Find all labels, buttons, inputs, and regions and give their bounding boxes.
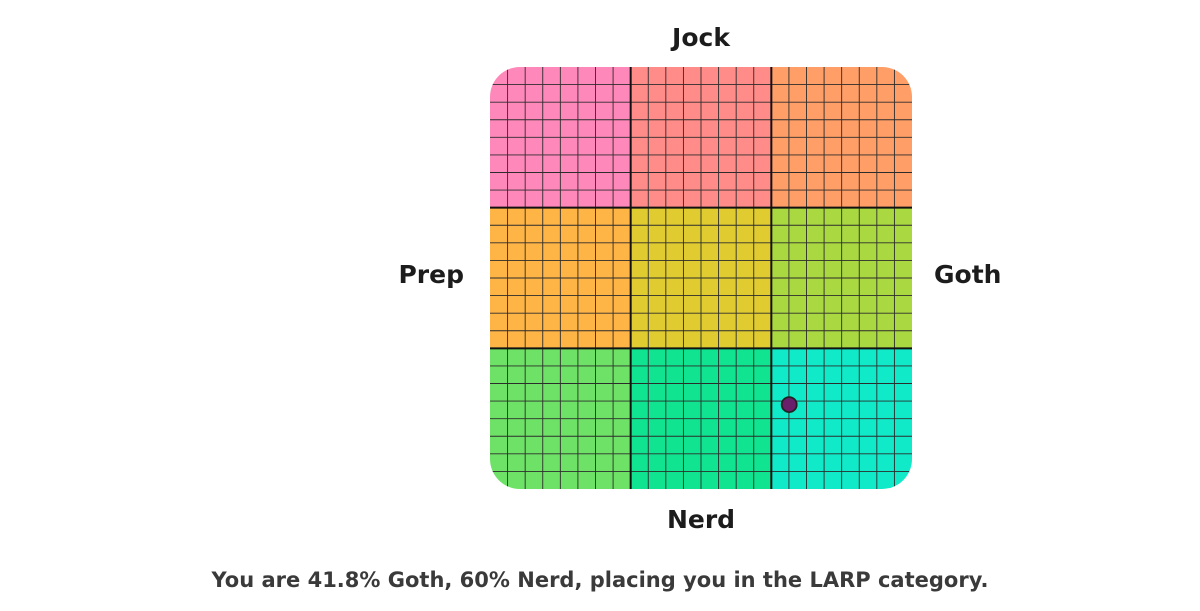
point-layer — [780, 396, 798, 414]
major-grid-layer — [490, 67, 912, 489]
result-text: You are 41.8% Goth, 60% Nerd, placing yo… — [211, 568, 989, 592]
axis-label-prep: Prep — [398, 260, 464, 289]
result-point — [780, 396, 798, 414]
grid-layer — [490, 67, 912, 489]
axis-label-goth: Goth — [934, 260, 1002, 289]
axis-label-nerd: Nerd — [666, 505, 736, 534]
compass-chart — [490, 67, 912, 489]
axis-label-jock: Jock — [672, 23, 730, 52]
